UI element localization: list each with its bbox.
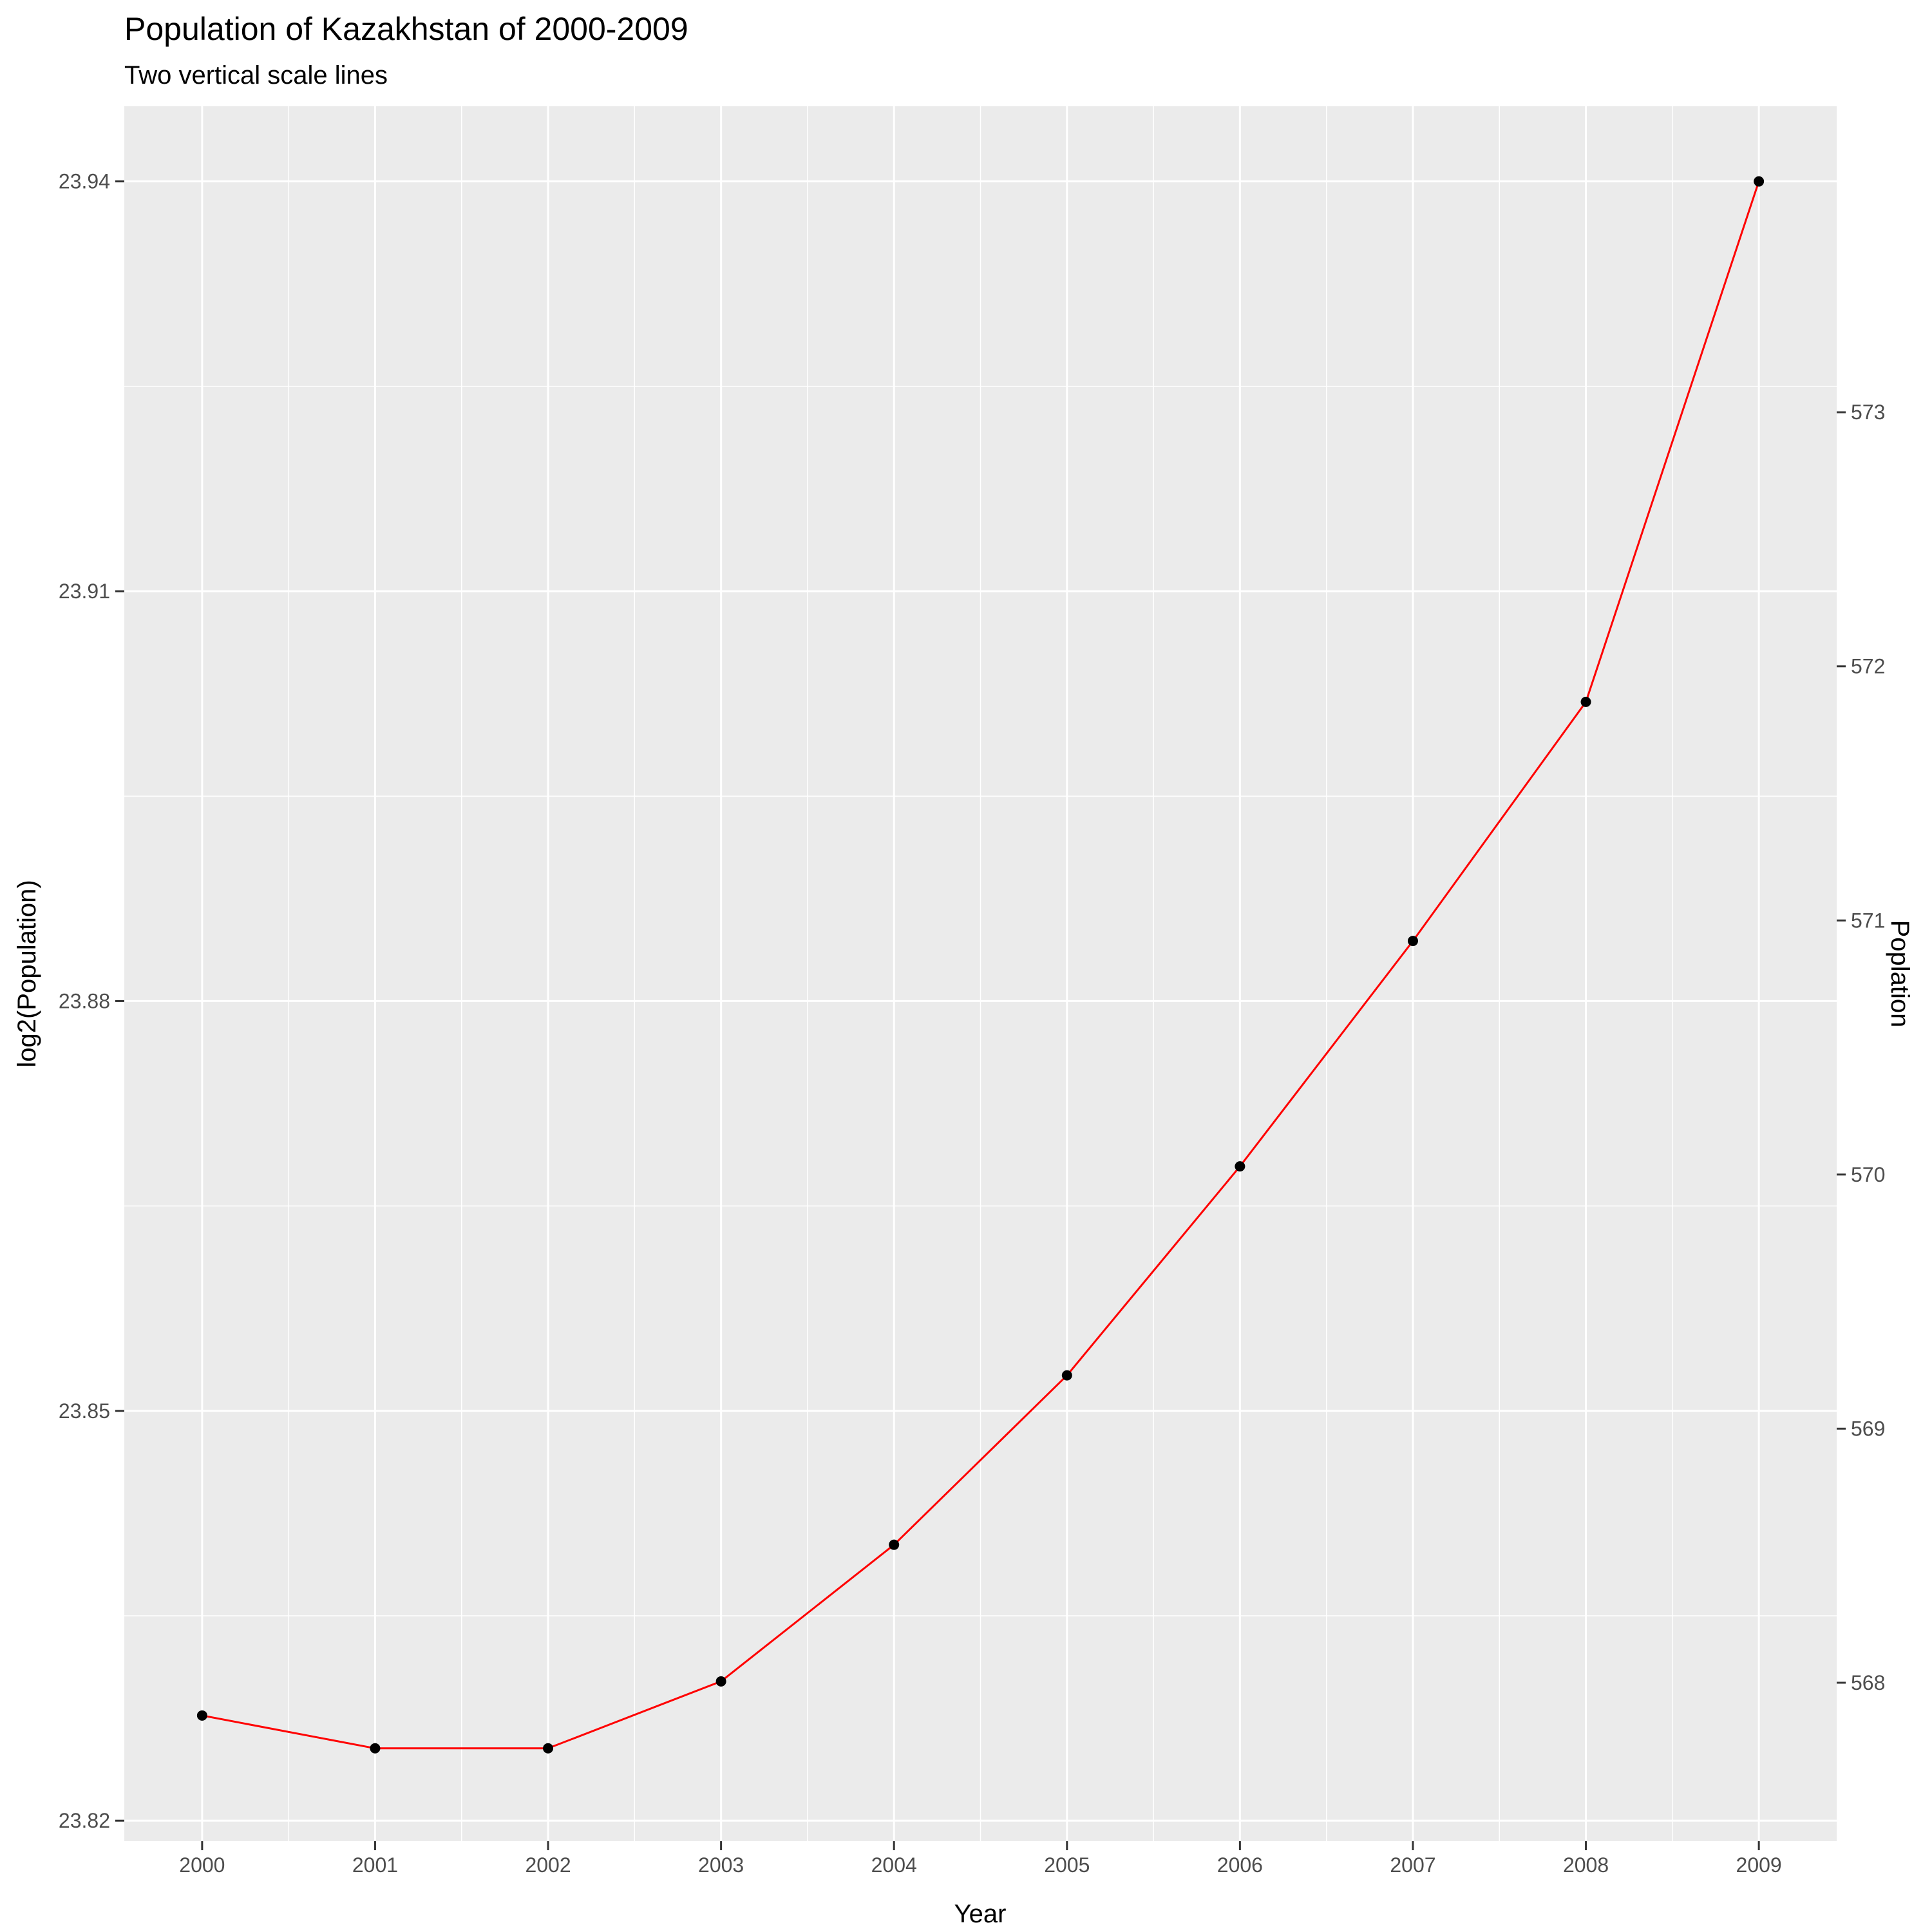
x-tick-label: 2009 xyxy=(1736,1853,1782,1877)
population-line xyxy=(202,181,1760,1750)
y-tick-label: 23.94 xyxy=(59,170,110,193)
data-point xyxy=(370,1743,381,1754)
x-axis-tick-labels: 2000 2001 2002 2003 2004 2005 2006 2007 2008 2009 xyxy=(179,1853,1781,1877)
secondary-y-axis-title: Poplation xyxy=(1886,920,1914,1028)
y2-tick-label: 571 xyxy=(1851,909,1885,932)
axis-ticks xyxy=(115,180,1846,1850)
x-tick-label: 2007 xyxy=(1390,1853,1435,1877)
y-axis-tick-labels: 23.82 23.85 23.88 23.91 23.94 xyxy=(59,170,110,1833)
x-axis-title: Year xyxy=(954,1900,1007,1928)
y-axis-title: log2(Population) xyxy=(13,880,41,1067)
secondary-y-axis-tick-labels: 568 569 570 571 572 573 xyxy=(1851,401,1885,1694)
data-point xyxy=(889,1539,900,1550)
x-tick-label: 2004 xyxy=(871,1853,917,1877)
minor-gridlines xyxy=(124,106,1837,1841)
data-point xyxy=(1580,696,1591,707)
x-tick-label: 2001 xyxy=(352,1853,398,1877)
chart-title: Population of Kazakhstan of 2000-2009 xyxy=(124,11,688,47)
data-point xyxy=(1407,936,1418,947)
data-point xyxy=(1235,1161,1245,1172)
x-tick-label: 2003 xyxy=(698,1853,744,1877)
x-tick-label: 2002 xyxy=(525,1853,571,1877)
data-point xyxy=(196,1710,207,1721)
x-tick-label: 2000 xyxy=(179,1853,225,1877)
data-point xyxy=(1061,1370,1072,1381)
y2-tick-label: 570 xyxy=(1851,1163,1885,1186)
y-tick-label: 23.85 xyxy=(59,1399,110,1423)
y2-tick-label: 572 xyxy=(1851,655,1885,678)
y-tick-label: 23.88 xyxy=(59,989,110,1012)
x-tick-label: 2008 xyxy=(1563,1853,1609,1877)
y2-tick-label: 573 xyxy=(1851,401,1885,424)
y2-tick-label: 568 xyxy=(1851,1671,1885,1694)
major-gridlines xyxy=(124,106,1837,1841)
x-tick-label: 2006 xyxy=(1217,1853,1263,1877)
data-point xyxy=(1754,176,1765,187)
data-point xyxy=(543,1743,554,1754)
y-tick-label: 23.82 xyxy=(59,1809,110,1832)
data-point xyxy=(715,1676,726,1687)
data-points xyxy=(196,176,1765,1754)
y2-tick-label: 569 xyxy=(1851,1417,1885,1440)
y-tick-label: 23.91 xyxy=(59,580,110,603)
chart-subtitle: Two vertical scale lines xyxy=(124,61,388,90)
x-tick-label: 2005 xyxy=(1044,1853,1090,1877)
